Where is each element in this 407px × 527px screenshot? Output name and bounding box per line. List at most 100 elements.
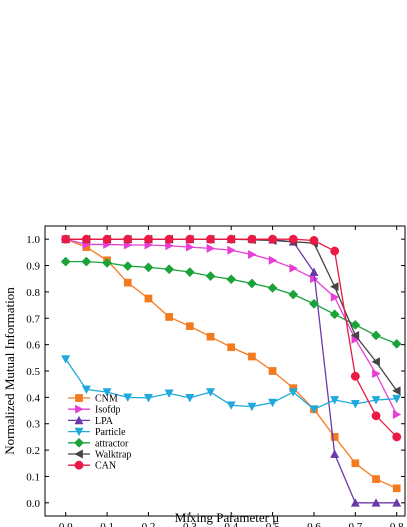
data-point-attractor <box>391 338 402 349</box>
data-point-particle <box>392 394 402 404</box>
legend-marker <box>74 415 84 425</box>
data-point-can <box>81 234 91 244</box>
legend-item-isofdp: Isofdp <box>68 404 121 416</box>
legend-marker <box>74 449 83 459</box>
data-point-attractor <box>205 271 216 282</box>
legend-marker <box>74 437 84 448</box>
data-point-isofdp <box>372 369 381 379</box>
data-point-can <box>268 234 278 244</box>
x-tick-label: 0.5 <box>266 521 280 527</box>
data-point-attractor <box>143 262 154 273</box>
legend-label: attractor <box>95 438 129 449</box>
data-point-particle <box>164 389 174 399</box>
data-point-particle <box>123 393 133 402</box>
x-tick-label: 0.6 <box>307 521 321 527</box>
data-point-particle <box>185 394 195 403</box>
data-point-particle <box>350 400 360 409</box>
data-point-lpa <box>309 267 319 276</box>
data-point-can <box>330 246 340 256</box>
legend-item-particle: Particle <box>68 427 126 438</box>
x-tick-label: 0.2 <box>142 521 156 527</box>
legend-item-attractor: attractor <box>68 437 129 449</box>
data-point-particle <box>247 402 257 412</box>
data-point-attractor <box>184 267 195 278</box>
y-tick-label: 0.7 <box>26 313 40 325</box>
series-line-attractor <box>65 260 397 345</box>
data-point-particle <box>330 396 340 405</box>
data-point-walktrap <box>330 282 339 292</box>
x-tick-label: 0.8 <box>390 521 404 527</box>
data-point-attractor <box>122 261 133 272</box>
data-point-can <box>371 411 381 421</box>
data-point-particle <box>81 385 91 395</box>
y-tick-label: 0.8 <box>26 287 40 299</box>
data-point-can <box>288 234 298 244</box>
x-tick-label: 0.1 <box>100 521 114 527</box>
data-point-particle <box>371 396 381 405</box>
data-point-attractor <box>226 274 237 285</box>
data-point-walktrap <box>392 386 401 396</box>
legend-label: LPA <box>95 416 114 427</box>
data-point-cnm <box>330 433 339 441</box>
y-tick-label: 0.6 <box>26 340 40 352</box>
axis-ticks: 0.0 0.1 0.2 0.3 0.4 0.5 0.6 0.7 0.8 0.0 0.1 0.2 0.3 0… <box>26 226 405 527</box>
data-point-cnm <box>206 332 215 341</box>
data-point-isofdp <box>268 255 278 265</box>
data-point-attractor <box>267 283 278 293</box>
data-point-can <box>350 371 360 381</box>
series-line-walktrap <box>65 238 398 392</box>
data-point-attractor <box>288 289 299 300</box>
data-point-can <box>309 236 319 245</box>
data-point-walktrap <box>350 330 360 340</box>
series-cnm <box>61 235 401 493</box>
data-point-cnm <box>185 322 194 331</box>
data-point-isofdp <box>206 243 216 253</box>
data-point-isofdp <box>392 409 402 420</box>
x-tick-label: 0.0 <box>59 521 73 527</box>
data-point-isofdp <box>165 241 174 251</box>
data-point-cnm <box>227 343 236 352</box>
y-tick-label: 0.1 <box>26 471 40 483</box>
y-tick-label: 0.0 <box>26 498 40 510</box>
legend-label: Isofdp <box>95 405 121 416</box>
data-point-attractor <box>329 309 340 320</box>
data-point-can <box>143 234 153 244</box>
legend-marker <box>75 404 84 414</box>
y-tick-label: 0.9 <box>26 261 40 273</box>
x-tick-label: 0.7 <box>348 521 362 527</box>
data-point-can <box>61 234 71 244</box>
data-point-cnm <box>123 278 132 287</box>
data-point-cnm <box>248 352 256 361</box>
y-tick-label: 0.3 <box>26 419 40 431</box>
data-point-can <box>226 234 236 244</box>
data-point-isofdp <box>330 292 340 302</box>
data-point-isofdp <box>289 263 298 273</box>
series-can <box>61 234 402 442</box>
data-point-particle <box>61 355 71 364</box>
data-point-can <box>164 234 174 244</box>
data-point-cnm <box>372 475 380 483</box>
plot-area-frame <box>44 225 406 517</box>
data-point-attractor <box>309 298 319 309</box>
data-point-lpa <box>330 449 340 458</box>
data-point-cnm <box>268 367 277 375</box>
series-isofdp <box>61 234 402 420</box>
series-layer <box>60 234 402 507</box>
data-point-can <box>123 234 133 244</box>
data-point-attractor <box>60 256 71 267</box>
data-point-can <box>206 234 215 244</box>
data-point-attractor <box>102 257 113 268</box>
data-point-isofdp <box>227 245 236 255</box>
data-point-particle <box>226 401 236 410</box>
data-point-particle <box>102 388 112 397</box>
data-point-lpa <box>371 498 381 507</box>
data-point-particle <box>206 388 216 397</box>
data-point-particle <box>309 405 319 414</box>
y-axis-label: Normalized Mutual Information <box>2 287 17 455</box>
data-point-attractor <box>164 264 175 275</box>
legend-item-can: CAN <box>68 461 116 472</box>
data-point-walktrap <box>371 357 380 367</box>
legend-label: CAN <box>95 461 116 472</box>
legend-marker <box>74 460 84 470</box>
